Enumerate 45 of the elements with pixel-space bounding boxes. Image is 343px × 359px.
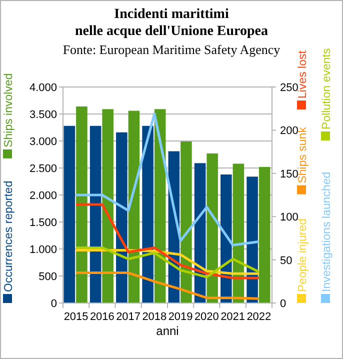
bar	[102, 109, 114, 303]
y-tick-label: 1.000	[29, 244, 57, 256]
y-tick-label: 2.500	[29, 163, 57, 175]
x-tick-label: 2019	[168, 311, 193, 323]
text: People injured	[297, 218, 309, 292]
bar	[246, 176, 258, 303]
text: Pollution events	[321, 48, 333, 130]
y2-tick-label: 0	[280, 298, 286, 310]
y2-tick-label: 100	[280, 212, 298, 224]
text: Investigations launched	[321, 172, 333, 292]
bar	[180, 142, 192, 303]
chart-subtitle: Fonte: European Maritime Safety Agency	[62, 42, 281, 57]
y2-tick-label: 200	[280, 125, 298, 138]
y2-tick-label: 150	[280, 168, 298, 180]
x-tick-label: 2020	[194, 311, 219, 323]
bar	[64, 126, 76, 303]
y2-tick-label: 50	[280, 254, 292, 267]
text: Ships involved	[3, 73, 15, 148]
x-tick-label: 2021	[220, 311, 246, 323]
text: Occurrences reported	[3, 180, 15, 292]
line-series	[74, 203, 260, 280]
y-tick-label: 500	[38, 271, 57, 283]
x-tick-label: 2022	[246, 311, 272, 323]
y-tick-label: 3.500	[29, 109, 57, 121]
y-tick-label: 1.500	[29, 217, 57, 229]
bar	[142, 126, 154, 303]
bar	[90, 126, 102, 303]
x-tick-label: 2018	[142, 311, 167, 323]
bar	[258, 166, 270, 303]
y-tick-label: 3.000	[29, 136, 57, 148]
line-series	[74, 272, 260, 300]
y-tick-label: 0	[50, 298, 57, 310]
text: Ships sunk	[297, 126, 309, 184]
x-axis-title: anni	[156, 324, 179, 338]
y2-tick-label: 250	[280, 82, 298, 94]
x-tick-label: 2016	[90, 311, 114, 323]
x-tick-label: 2015	[64, 311, 88, 323]
x-tick-label: 2017	[116, 311, 141, 323]
bar	[76, 106, 88, 303]
chart-title: Incidenti marittimi nelle acque dell'Unione Europea	[74, 7, 268, 39]
text: Lives lost	[297, 50, 309, 98]
line-series	[74, 112, 260, 246]
bar	[116, 132, 128, 303]
y-tick-label: 4.000	[29, 82, 57, 94]
y-tick-label: 2.000	[29, 190, 57, 202]
